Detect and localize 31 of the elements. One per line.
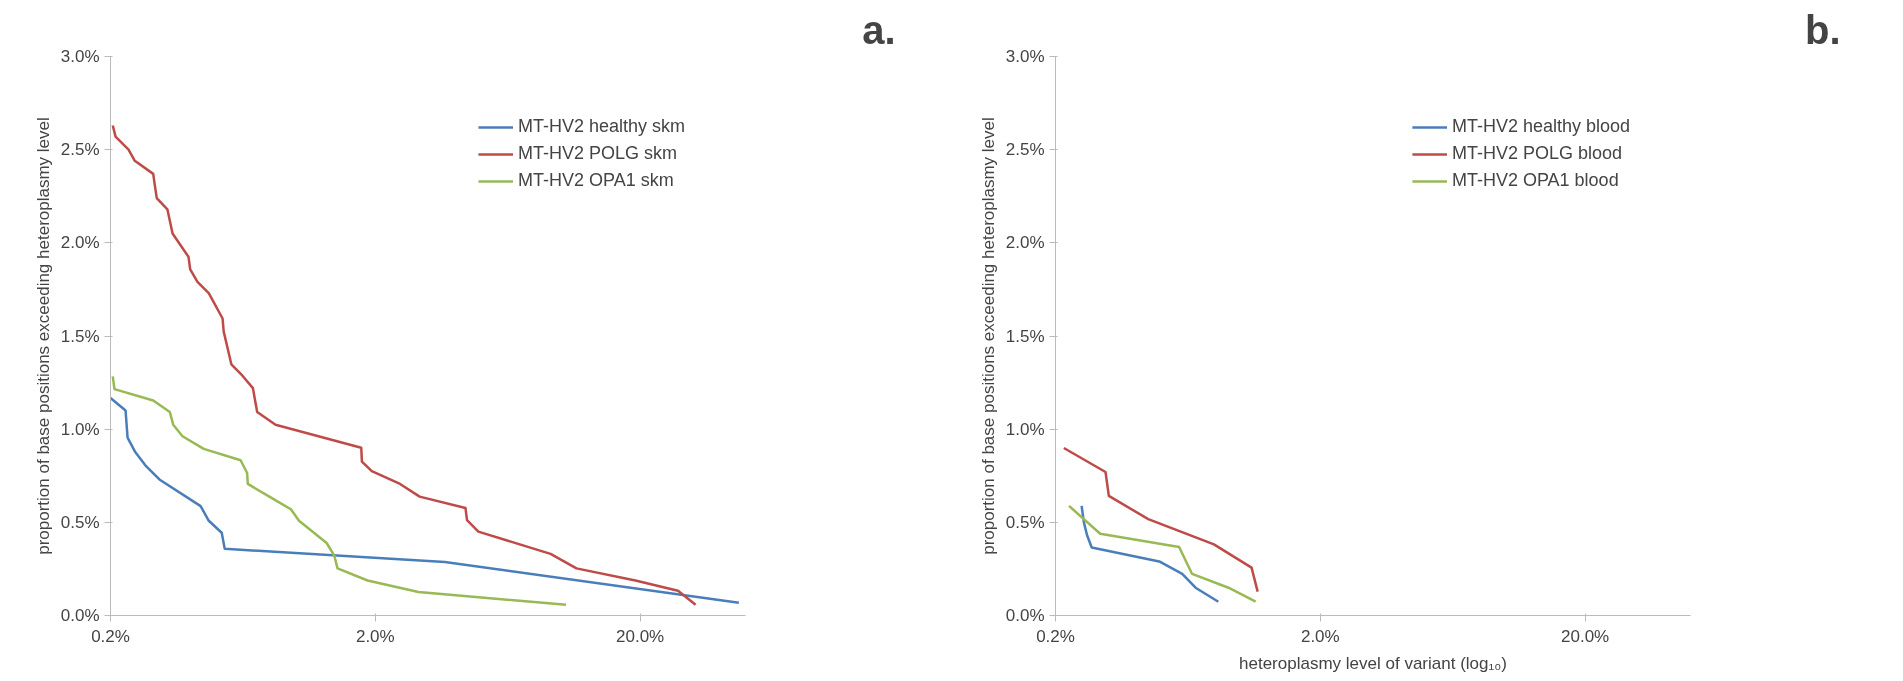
legend-label: MT-HV2 OPA1 skm <box>517 170 674 191</box>
x-tick-label: 0.2% <box>91 626 130 646</box>
legend-label: MT-HV2 POLG skm <box>517 143 677 164</box>
text: a. <box>862 7 896 52</box>
y-axis-title: proportion of base positions exceeding heteroplasmy level <box>978 117 998 555</box>
y-axis-title: proportion of base positions exceeding heteroplasmy level <box>33 117 53 555</box>
legend-label: MT-HV2 OPA1 blood <box>1451 170 1619 191</box>
y-tick-label: 2.5% <box>60 140 100 160</box>
y-tick-label: 0.5% <box>60 512 100 532</box>
x-tick-label: 2.0% <box>355 626 395 646</box>
y-tick-label: 2.0% <box>60 233 100 253</box>
x-tick-label: 2.0% <box>1300 626 1340 646</box>
legend-label: MT-HV2 healthy skm <box>517 116 685 137</box>
legend-label: MT-HV2 POLG blood <box>1451 143 1622 164</box>
y-tick-label: 3.0% <box>1005 47 1045 66</box>
y-tick-label: 0.0% <box>60 606 100 625</box>
text: b. <box>1804 7 1841 52</box>
y-tick-label: 3.0% <box>60 47 100 66</box>
y-tick-label: 1.5% <box>1005 326 1045 346</box>
y-tick-label: 0.0% <box>1005 606 1045 625</box>
y-tick-label: 0.5% <box>1005 512 1045 532</box>
x-tick-label: 0.2% <box>1036 626 1075 646</box>
y-tick-label: 2.5% <box>1005 140 1045 160</box>
x-axis-title: heteroplasmy level of variant (log₁₀) <box>1239 653 1507 673</box>
y-tick-label: 1.0% <box>1005 419 1045 439</box>
x-tick-label: 20.0% <box>1561 626 1610 646</box>
y-tick-label: 1.0% <box>60 419 100 439</box>
x-tick-label: 20.0% <box>616 626 665 646</box>
y-tick-label: 1.5% <box>60 326 100 346</box>
legend-label: MT-HV2 healthy blood <box>1451 116 1630 137</box>
y-tick-label: 2.0% <box>1005 233 1045 253</box>
